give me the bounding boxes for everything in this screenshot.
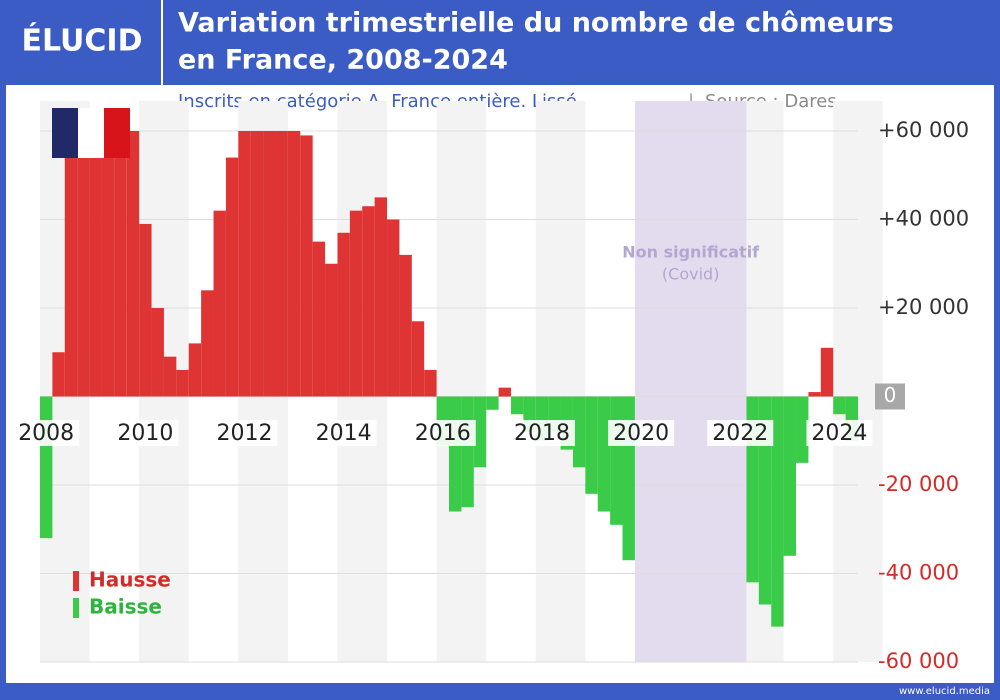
x-tick-label: 2020 xyxy=(613,421,669,446)
bar xyxy=(151,308,164,397)
bar xyxy=(473,396,487,468)
bar xyxy=(64,131,78,397)
legend-label: Baisse xyxy=(89,595,162,619)
chart-title: Variation trimestrielle du nombre de chô… xyxy=(178,8,894,39)
legend-swatch xyxy=(73,571,79,591)
bar xyxy=(820,347,834,397)
flag-red xyxy=(104,108,130,158)
bar xyxy=(163,356,177,397)
bar xyxy=(176,369,189,397)
bar xyxy=(424,369,437,397)
y-tick-label: +20 000 xyxy=(878,295,969,319)
footer: www.elucid.media xyxy=(899,686,990,697)
x-label-bg xyxy=(608,420,675,446)
bar xyxy=(77,131,90,397)
y-tick-label: +40 000 xyxy=(878,207,969,231)
brand: ÉLUCID xyxy=(22,23,143,59)
bar xyxy=(411,321,425,397)
bar xyxy=(201,290,214,397)
bar xyxy=(238,131,251,397)
bar xyxy=(188,343,202,397)
bar xyxy=(362,206,375,397)
bar xyxy=(461,396,474,508)
x-label-bg xyxy=(211,420,278,446)
x-label-bg xyxy=(409,420,476,446)
flag-blue xyxy=(52,108,78,158)
bar xyxy=(374,197,388,397)
bar xyxy=(783,396,797,556)
bar xyxy=(808,392,821,397)
bar xyxy=(758,396,772,605)
bar xyxy=(263,131,276,397)
bar xyxy=(498,387,511,397)
x-label-bg xyxy=(13,420,80,446)
x-tick-label: 2008 xyxy=(18,421,74,446)
x-tick-label: 2010 xyxy=(117,421,173,446)
x-tick-label: 2014 xyxy=(316,421,372,446)
year-band xyxy=(833,101,883,662)
bar xyxy=(139,223,152,397)
bar xyxy=(300,135,313,397)
bar xyxy=(89,131,102,397)
y-tick-label: 0 xyxy=(884,383,897,407)
x-tick-label: 2022 xyxy=(712,421,768,446)
y-tick-label: -20 000 xyxy=(878,472,959,496)
bar xyxy=(387,219,400,397)
x-label-bg xyxy=(112,420,179,446)
y-tick-label: -40 000 xyxy=(878,561,959,585)
bar xyxy=(312,241,326,397)
x-label-bg xyxy=(707,420,774,446)
x-label-bg xyxy=(310,420,377,446)
legend-label: Hausse xyxy=(89,568,171,592)
covid-band xyxy=(634,101,747,662)
bar xyxy=(771,396,784,627)
zero-box xyxy=(875,383,905,410)
x-tick-label: 2018 xyxy=(514,421,570,446)
bar xyxy=(101,131,115,397)
bar xyxy=(796,396,809,463)
x-label-bg xyxy=(806,420,873,446)
bar xyxy=(486,396,499,410)
bar xyxy=(337,232,350,397)
bar xyxy=(833,396,846,415)
flag-white xyxy=(78,108,104,158)
bar xyxy=(275,131,288,397)
x-tick-label: 2012 xyxy=(217,421,273,446)
bar xyxy=(114,131,127,397)
chart-title: en France, 2008-2024 xyxy=(178,45,508,76)
bar xyxy=(325,263,338,397)
bar xyxy=(225,157,239,397)
bar xyxy=(287,131,301,397)
bar xyxy=(610,396,623,525)
bar xyxy=(449,396,462,512)
y-tick-label: -60 000 xyxy=(878,649,959,673)
bar xyxy=(126,131,140,397)
x-tick-label: 2016 xyxy=(415,421,471,446)
bar xyxy=(349,210,363,397)
x-label-bg xyxy=(508,420,575,446)
annotation: (Covid) xyxy=(662,265,720,284)
y-tick-label: +60 000 xyxy=(878,118,969,142)
x-tick-label: 2024 xyxy=(811,421,867,446)
bar xyxy=(585,396,598,494)
bar xyxy=(597,396,611,512)
bar xyxy=(40,396,53,539)
bar xyxy=(213,210,226,397)
bar xyxy=(399,254,412,397)
bar xyxy=(572,396,586,468)
bar xyxy=(52,352,65,397)
bar xyxy=(250,131,264,397)
annotation: Non significatif xyxy=(622,243,760,262)
year-band xyxy=(535,101,586,662)
year-band xyxy=(436,101,487,662)
bar xyxy=(510,396,524,415)
legend-swatch xyxy=(73,598,79,618)
